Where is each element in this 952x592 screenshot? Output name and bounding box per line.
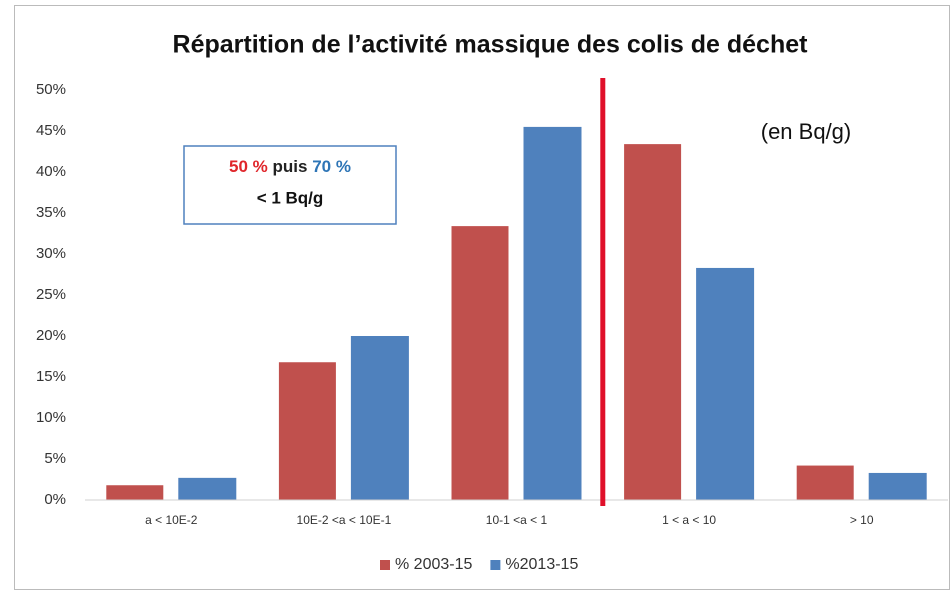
y-tick-label: 35% [36, 204, 66, 221]
x-tick-label: 10-1 <a < 1 [486, 513, 548, 527]
y-tick-label: 20% [36, 327, 66, 344]
legend-label: % 2003-15 [395, 556, 472, 573]
bar [796, 465, 854, 500]
legend-swatch [380, 560, 390, 570]
legend-swatch [490, 560, 501, 570]
unit-note: (en Bq/g) [761, 119, 852, 144]
y-tick-label: 0% [44, 491, 66, 508]
y-tick-label: 30% [36, 245, 66, 262]
x-tick-label: > 10 [850, 513, 874, 527]
y-tick-label: 10% [36, 409, 66, 426]
x-tick-label: a < 10E-2 [145, 513, 198, 527]
annotation-text: < 1 Bq/g [257, 188, 324, 207]
y-tick-label: 40% [36, 163, 66, 180]
y-tick-label: 25% [36, 286, 66, 303]
x-tick-label: 10E-2 <a < 10E-1 [297, 513, 392, 527]
bar [178, 477, 237, 500]
y-tick-label: 50% [36, 81, 66, 98]
bar [451, 226, 509, 500]
annotation-line: 50 % puis 70 % [229, 157, 351, 176]
bar [523, 126, 582, 501]
y-tick-label: 5% [44, 450, 66, 467]
chart-title: Répartition de l’activité massique des c… [173, 31, 809, 59]
annotation-value: 50 % [229, 157, 268, 176]
annotation-box [183, 145, 397, 225]
bar [624, 144, 682, 500]
y-tick-label: 15% [36, 368, 66, 385]
y-tick-label: 45% [36, 122, 66, 139]
bar [278, 362, 336, 500]
bar [868, 472, 927, 500]
bar [696, 267, 755, 500]
legend-label: %2013-15 [505, 556, 578, 573]
bar [106, 485, 164, 500]
annotation-text: puis [273, 157, 308, 176]
annotation-value: 70 % [312, 157, 351, 176]
bar [350, 336, 409, 500]
x-tick-label: 1 < a < 10 [662, 513, 716, 527]
